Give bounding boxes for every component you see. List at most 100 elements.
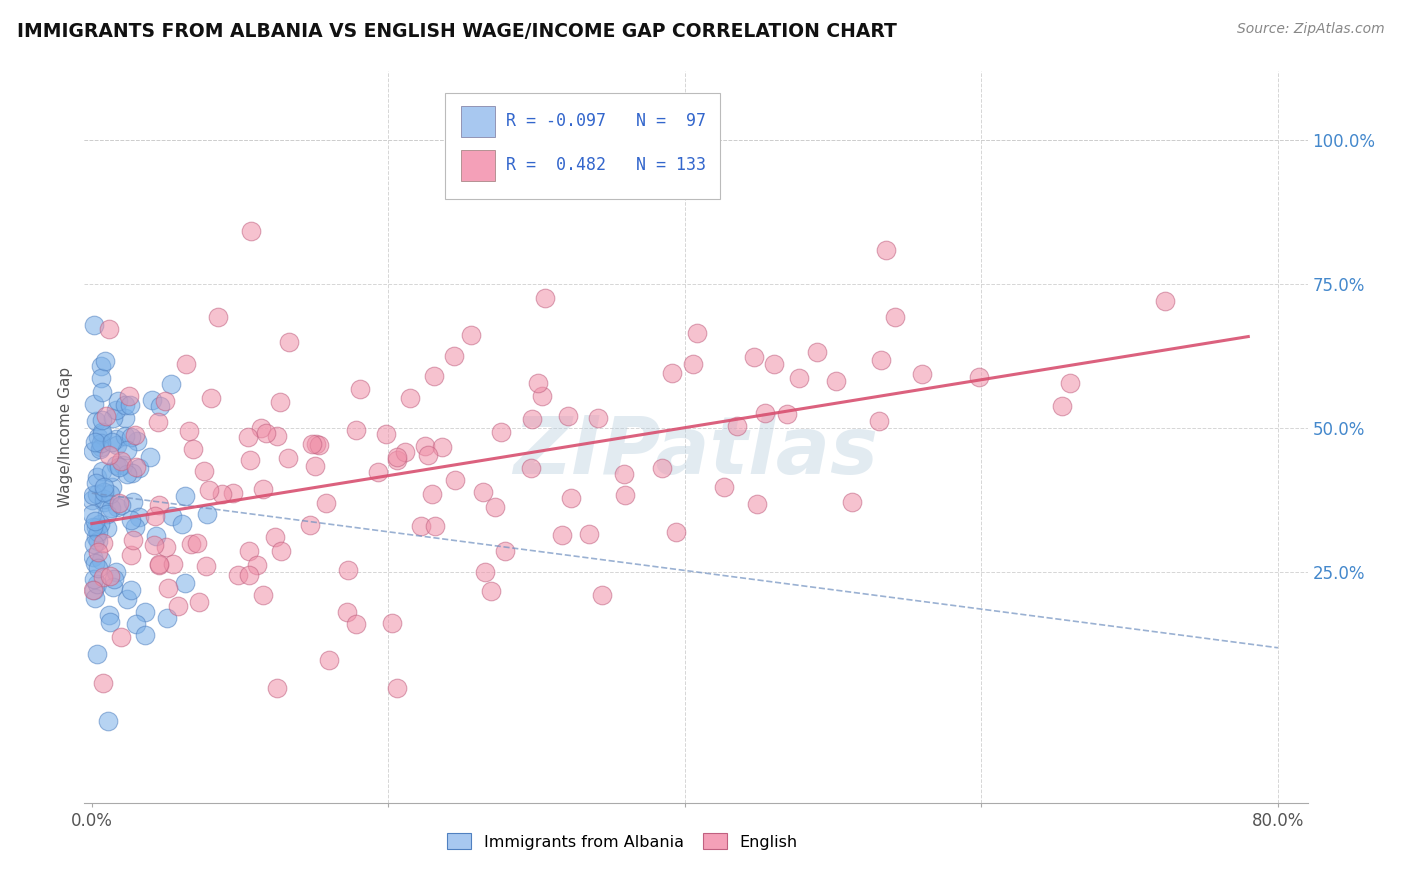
Point xyxy=(148,558,170,572)
Point xyxy=(89,442,111,456)
Point xyxy=(425,519,447,533)
Point xyxy=(614,488,637,502)
Text: R =  0.482   N = 133: R = 0.482 N = 133 xyxy=(506,156,706,174)
Point xyxy=(613,467,636,482)
Point xyxy=(90,371,112,385)
Point xyxy=(236,430,259,444)
Point xyxy=(266,681,288,695)
Point xyxy=(82,444,104,458)
Point xyxy=(148,558,170,572)
Point xyxy=(530,389,553,403)
Point xyxy=(82,493,104,508)
Point xyxy=(87,545,110,559)
Point xyxy=(82,549,104,564)
Point xyxy=(93,485,115,500)
Point xyxy=(308,438,330,452)
Point xyxy=(413,439,436,453)
Point xyxy=(91,570,114,584)
Point xyxy=(519,460,541,475)
Point xyxy=(254,426,277,441)
Point xyxy=(124,520,146,534)
Point xyxy=(398,391,420,405)
Point xyxy=(560,491,582,505)
Point xyxy=(120,513,142,527)
Point xyxy=(174,489,197,503)
Point xyxy=(86,525,108,540)
Point xyxy=(94,353,117,368)
Point xyxy=(484,500,506,514)
Point xyxy=(533,291,555,305)
Point xyxy=(87,533,110,548)
Point xyxy=(336,605,359,619)
Point xyxy=(93,536,115,550)
Point xyxy=(489,425,512,439)
Point xyxy=(250,420,273,434)
Point xyxy=(551,528,574,542)
Point xyxy=(84,556,107,570)
Point xyxy=(252,482,274,496)
Point xyxy=(148,498,170,512)
Point xyxy=(420,486,443,500)
Point xyxy=(93,480,115,494)
Point xyxy=(193,464,215,478)
Y-axis label: Wage/Income Gap: Wage/Income Gap xyxy=(58,367,73,508)
Point xyxy=(870,352,893,367)
Point xyxy=(315,496,337,510)
Point xyxy=(90,553,112,567)
Point xyxy=(385,681,408,695)
Point xyxy=(967,369,990,384)
Point xyxy=(114,411,136,425)
Point xyxy=(110,630,132,644)
Point xyxy=(97,714,120,729)
Point xyxy=(194,558,217,573)
Point xyxy=(101,581,124,595)
Point xyxy=(115,591,138,606)
Point xyxy=(105,433,128,447)
Point xyxy=(806,345,828,359)
Point xyxy=(98,448,121,462)
Bar xyxy=(461,106,495,137)
Point xyxy=(167,599,190,614)
Point xyxy=(84,475,107,490)
Point xyxy=(86,561,108,575)
Point xyxy=(120,548,142,562)
Point xyxy=(90,440,112,454)
Point xyxy=(98,569,121,583)
Point xyxy=(686,326,709,340)
Point xyxy=(239,224,262,238)
Point xyxy=(177,424,200,438)
Point xyxy=(141,392,163,407)
Point xyxy=(91,425,114,439)
Point xyxy=(105,438,128,452)
Point xyxy=(90,464,112,478)
Point xyxy=(264,531,287,545)
Point xyxy=(110,498,132,512)
Point xyxy=(80,507,103,521)
Point xyxy=(713,480,735,494)
Point xyxy=(198,483,221,497)
Point xyxy=(105,565,128,579)
Point xyxy=(111,458,134,472)
Point xyxy=(188,595,211,609)
Point xyxy=(160,509,183,524)
Point xyxy=(86,470,108,484)
Point xyxy=(125,616,148,631)
Point xyxy=(754,406,776,420)
Point xyxy=(197,507,219,521)
Point xyxy=(100,501,122,516)
Point xyxy=(725,418,748,433)
Point xyxy=(124,427,146,442)
Point xyxy=(82,487,104,501)
Point xyxy=(108,459,131,474)
Point xyxy=(411,519,433,533)
Point xyxy=(83,572,105,586)
Point xyxy=(239,453,262,467)
Point xyxy=(100,465,122,479)
Point xyxy=(868,415,890,429)
Point xyxy=(128,461,150,475)
Point xyxy=(103,573,125,587)
Point xyxy=(91,385,114,400)
Point xyxy=(349,382,371,396)
Point xyxy=(381,616,404,631)
Point xyxy=(472,485,495,500)
